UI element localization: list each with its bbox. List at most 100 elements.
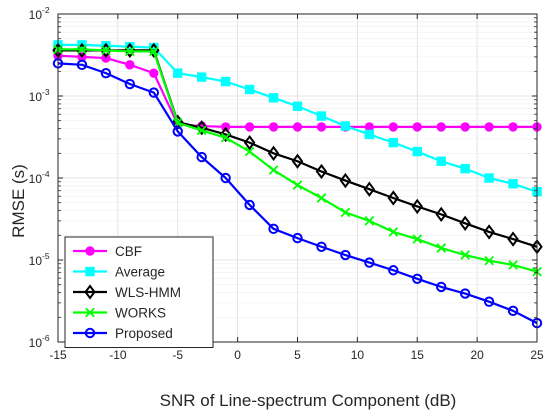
- data-point-wls-hmm: [291, 153, 304, 169]
- data-point-proposed: [172, 126, 183, 137]
- legend-marker: [85, 266, 95, 277]
- legend-item-proposed: Proposed: [73, 326, 173, 341]
- data-point-proposed: [364, 257, 375, 268]
- data-point-average: [220, 76, 231, 87]
- data-point-cbf: [268, 122, 279, 132]
- y-tick-base: 10: [29, 172, 43, 186]
- data-point-proposed: [436, 281, 447, 293]
- data-point-average: [388, 137, 399, 148]
- data-point-proposed: [76, 59, 88, 71]
- x-tick-label: -10: [109, 348, 127, 362]
- data-point-wls-hmm: [507, 231, 519, 247]
- data-point-average: [244, 84, 255, 95]
- data-point-proposed: [316, 241, 327, 252]
- data-point-proposed: [412, 273, 423, 284]
- legend-label: WLS-HMM: [115, 285, 181, 300]
- y-tick-label: 10 -2: [29, 5, 50, 22]
- x-tick-label: 25: [530, 348, 544, 362]
- data-point-wls-hmm: [363, 181, 376, 197]
- axes-box: [57, 13, 538, 343]
- data-point-proposed: [220, 172, 231, 184]
- data-point-works: [101, 45, 111, 56]
- data-point-cbf: [149, 68, 159, 78]
- data-point-wls-hmm: [267, 145, 280, 161]
- legend-marker: [84, 327, 96, 339]
- data-point-cbf: [508, 122, 518, 132]
- legend-marker: [84, 284, 96, 300]
- data-point-wls-hmm: [483, 224, 495, 240]
- data-point-proposed: [268, 223, 279, 235]
- data-point-cbf: [460, 122, 470, 132]
- data-point-average: [340, 121, 351, 131]
- y-tick-base: 10: [29, 254, 43, 268]
- data-point-average: [292, 101, 303, 111]
- data-point-works: [148, 46, 159, 57]
- data-point-average: [316, 111, 327, 121]
- data-point-proposed: [483, 296, 495, 307]
- data-point-wls-hmm: [411, 198, 423, 215]
- data-point-cbf: [388, 122, 398, 132]
- data-point-proposed: [196, 151, 207, 163]
- data-point-proposed: [244, 199, 255, 211]
- data-point-works: [508, 260, 518, 270]
- data-point-works: [316, 193, 327, 203]
- x-tick-label: 20: [470, 348, 484, 362]
- data-point-wls-hmm: [435, 206, 447, 223]
- data-point-average: [197, 72, 207, 82]
- data-point-works: [460, 250, 470, 260]
- data-point-average: [484, 173, 494, 183]
- y-tick-label: 10 -6: [29, 333, 50, 350]
- legend-label: CBF: [115, 244, 142, 259]
- data-point-proposed: [148, 87, 160, 98]
- y-tick-label: 10 -5: [29, 251, 50, 268]
- data-point-average: [173, 68, 183, 78]
- x-axis-label: SNR of Line-spectrum Component (dB): [160, 391, 457, 410]
- y-tick-exponent: -4: [42, 169, 50, 179]
- legend-label: Proposed: [115, 326, 173, 341]
- data-point-wls-hmm: [315, 163, 328, 180]
- series-average: [53, 40, 542, 197]
- legend-item-average: Average: [73, 265, 165, 280]
- data-point-average: [268, 93, 279, 103]
- y-tick-exponent: -2: [42, 5, 50, 15]
- series-line-proposed: [57, 62, 538, 325]
- data-point-works: [196, 125, 207, 136]
- data-point-average: [508, 179, 518, 189]
- legend-item-wls-hmm: WLS-HMM: [73, 284, 181, 300]
- data-point-cbf: [484, 122, 494, 132]
- data-point-works: [364, 216, 375, 226]
- data-point-average: [364, 129, 375, 140]
- data-point-proposed: [124, 78, 136, 90]
- data-point-proposed: [388, 265, 399, 276]
- data-point-works: [77, 44, 87, 55]
- legend-item-cbf: CBF: [73, 244, 142, 259]
- data-point-proposed: [459, 288, 471, 299]
- x-tick-label: 5: [294, 348, 301, 362]
- legend-label: WORKS: [115, 306, 166, 321]
- data-point-cbf: [244, 122, 255, 132]
- data-point-proposed: [100, 67, 112, 79]
- x-tick-label: 15: [411, 348, 425, 362]
- data-point-works: [412, 234, 423, 244]
- y-tick-label: 10 -3: [29, 87, 50, 104]
- data-point-works: [244, 146, 255, 157]
- data-point-proposed: [292, 232, 303, 244]
- series-cbf: [53, 51, 542, 132]
- y-tick-exponent: -3: [42, 87, 50, 97]
- data-point-average: [412, 146, 422, 157]
- x-tick-label: 0: [234, 348, 241, 362]
- data-point-cbf: [412, 122, 422, 132]
- y-tick-exponent: -6: [42, 333, 50, 343]
- data-point-wls-hmm: [387, 190, 400, 206]
- legend-marker: [85, 307, 95, 318]
- x-tick-label: 10: [351, 348, 365, 362]
- data-point-cbf: [101, 53, 111, 63]
- data-point-works: [484, 255, 494, 266]
- data-point-wls-hmm: [243, 134, 256, 151]
- data-point-cbf: [125, 60, 135, 70]
- data-point-proposed: [340, 249, 351, 261]
- data-point-works: [388, 227, 399, 237]
- series-works: [53, 44, 542, 277]
- data-point-wls-hmm: [219, 126, 232, 143]
